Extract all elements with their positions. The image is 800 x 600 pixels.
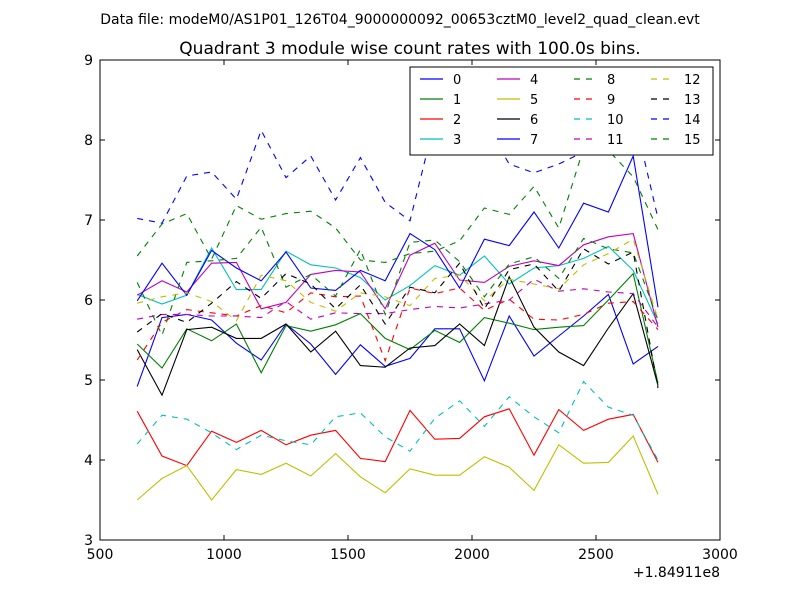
- series-line-9: [136, 287, 659, 363]
- series-line-14: [137, 104, 659, 224]
- x-tick-label: 500: [87, 547, 114, 563]
- chart-title: Quadrant 3 module wise count rates with …: [179, 39, 640, 59]
- plot-frame: [99, 59, 721, 541]
- legend-label-12: 12: [684, 73, 701, 88]
- x-tick-label: 3000: [702, 547, 738, 563]
- legend-label-5: 5: [530, 93, 538, 108]
- series-line-5: [136, 435, 659, 501]
- legend-label-14: 14: [684, 113, 701, 128]
- legend-label-3: 3: [453, 133, 461, 148]
- legend-label-1: 1: [453, 93, 461, 108]
- legend-label-2: 2: [453, 113, 461, 128]
- y-tick-label: 8: [84, 133, 93, 149]
- x-tick-label: 1000: [206, 547, 242, 563]
- legend-label-13: 13: [684, 93, 701, 108]
- series-line-8: [136, 226, 659, 337]
- series-line-3: [137, 245, 659, 325]
- legend-label-9: 9: [607, 93, 615, 108]
- legend-label-4: 4: [530, 73, 538, 88]
- series-line-15: [136, 147, 659, 263]
- x-tick-label: 2000: [454, 547, 490, 563]
- y-tick-label: 9: [84, 53, 93, 69]
- legend-label-6: 6: [530, 113, 538, 128]
- y-tick-label: 5: [84, 373, 93, 389]
- series-line-2: [136, 408, 659, 467]
- series-line-12: [137, 238, 659, 322]
- series-line-11: [137, 278, 659, 328]
- x-offset-label: +1.84911e8: [633, 565, 720, 581]
- y-tick-label: 6: [84, 293, 93, 309]
- legend-label-7: 7: [530, 133, 538, 148]
- tick-layer: 500 1000 1500 2000 2500 3000 3 4 5 6 7 8 9: [84, 53, 738, 563]
- series-layer: [136, 104, 659, 501]
- legend-box: [409, 66, 714, 156]
- series-line-6: [136, 275, 659, 397]
- x-tick-label: 2500: [578, 547, 614, 563]
- legend-label-15: 15: [684, 133, 701, 148]
- y-tick-label: 7: [84, 213, 93, 229]
- series-line-13: [136, 248, 659, 389]
- y-tick-label: 3: [84, 533, 93, 549]
- legend-label-8: 8: [607, 73, 615, 88]
- legend-label-0: 0: [453, 73, 461, 88]
- x-tick-label: 1500: [330, 547, 366, 563]
- legend-label-11: 11: [607, 133, 624, 148]
- legend-label-10: 10: [607, 113, 624, 128]
- y-tick-label: 4: [84, 453, 93, 469]
- series-line-4: [136, 232, 659, 328]
- suptitle: Data file: modeM0/AS1P01_126T04_90000000…: [100, 12, 700, 28]
